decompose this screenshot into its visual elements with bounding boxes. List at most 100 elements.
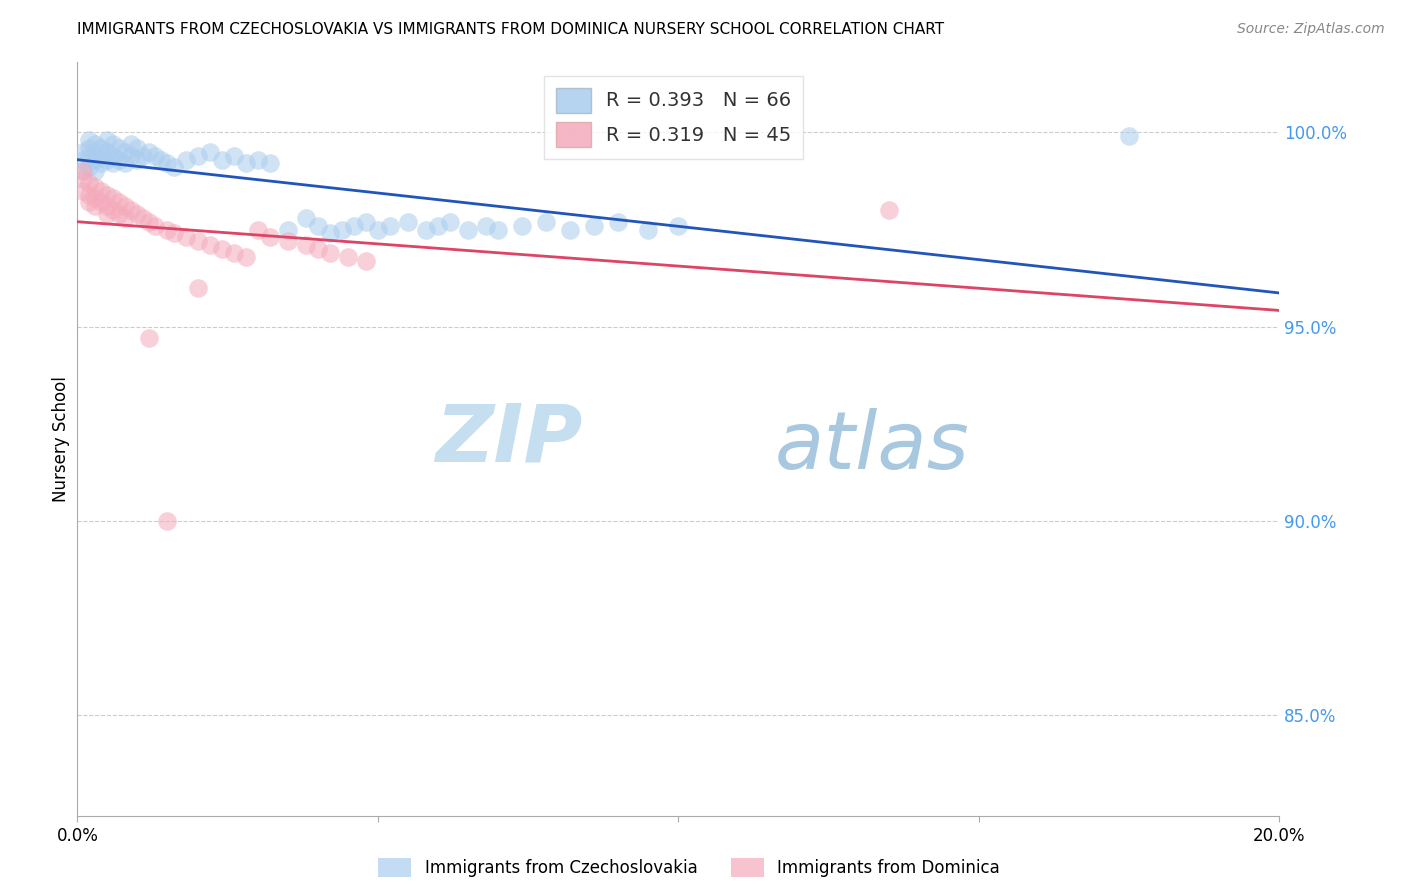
Point: [79, 133, 101, 147]
Point: [156, 222, 179, 236]
Point: [79, 141, 101, 155]
Point: [90, 156, 112, 170]
Point: [427, 219, 450, 233]
Point: [145, 149, 167, 163]
Text: Source: ZipAtlas.com: Source: ZipAtlas.com: [1237, 22, 1385, 37]
Point: [150, 153, 173, 167]
Point: [211, 242, 233, 256]
Point: [378, 219, 401, 233]
Point: [90, 141, 112, 155]
Point: [138, 331, 160, 345]
Point: [84, 199, 107, 213]
Point: [120, 149, 142, 163]
Point: [354, 253, 377, 268]
Point: [156, 156, 179, 170]
Point: [90, 195, 112, 210]
Point: [114, 145, 136, 159]
Point: [259, 230, 281, 244]
Point: [96, 199, 118, 213]
Point: [162, 227, 184, 241]
Point: [127, 141, 149, 155]
Text: IMMIGRANTS FROM CZECHOSLOVAKIA VS IMMIGRANTS FROM DOMINICA NURSERY SCHOOL CORREL: IMMIGRANTS FROM CZECHOSLOVAKIA VS IMMIGR…: [77, 22, 945, 37]
Point: [187, 234, 209, 248]
Point: [336, 250, 359, 264]
Point: [108, 153, 131, 167]
Point: [246, 153, 269, 167]
Point: [103, 136, 125, 151]
Point: [96, 207, 118, 221]
Point: [127, 207, 149, 221]
Point: [132, 149, 155, 163]
Point: [475, 219, 498, 233]
Point: [72, 172, 94, 186]
Point: [319, 245, 342, 260]
Point: [510, 219, 533, 233]
Point: [294, 211, 316, 225]
Point: [132, 211, 155, 225]
Point: [79, 176, 101, 190]
Point: [84, 179, 107, 194]
Point: [79, 187, 101, 202]
Point: [457, 222, 479, 236]
Point: [96, 133, 118, 147]
Point: [103, 191, 125, 205]
Point: [72, 184, 94, 198]
Point: [396, 215, 419, 229]
Point: [637, 222, 659, 236]
Point: [877, 203, 900, 218]
Point: [72, 145, 94, 159]
Point: [277, 222, 299, 236]
Point: [222, 149, 245, 163]
Point: [367, 222, 389, 236]
Point: [138, 145, 160, 159]
Point: [120, 136, 142, 151]
Point: [114, 211, 136, 225]
Point: [114, 156, 136, 170]
Point: [103, 156, 125, 170]
Point: [138, 215, 160, 229]
Point: [307, 219, 329, 233]
Point: [84, 153, 107, 167]
Point: [235, 156, 257, 170]
Text: ZIP: ZIP: [434, 401, 582, 478]
Point: [330, 222, 353, 236]
Point: [187, 281, 209, 295]
Point: [96, 145, 118, 159]
Point: [90, 184, 112, 198]
Point: [583, 219, 606, 233]
Point: [222, 245, 245, 260]
Point: [187, 149, 209, 163]
Point: [84, 136, 107, 151]
Point: [198, 238, 221, 252]
Point: [84, 191, 107, 205]
Point: [103, 203, 125, 218]
Legend: R = 0.393   N = 66, R = 0.319   N = 45: R = 0.393 N = 66, R = 0.319 N = 45: [544, 76, 803, 159]
Point: [486, 222, 509, 236]
Legend: Immigrants from Czechoslovakia, Immigrants from Dominica: Immigrants from Czechoslovakia, Immigran…: [371, 851, 1007, 884]
Point: [259, 156, 281, 170]
Point: [120, 203, 142, 218]
Point: [79, 149, 101, 163]
Point: [343, 219, 366, 233]
Point: [534, 215, 557, 229]
Point: [145, 219, 167, 233]
Point: [103, 149, 125, 163]
Point: [439, 215, 461, 229]
Point: [90, 149, 112, 163]
Point: [108, 141, 131, 155]
Point: [1118, 129, 1140, 144]
Point: [72, 164, 94, 178]
Point: [198, 145, 221, 159]
Point: [79, 161, 101, 175]
Point: [114, 199, 136, 213]
Point: [108, 207, 131, 221]
Point: [211, 153, 233, 167]
Point: [108, 195, 131, 210]
Point: [72, 153, 94, 167]
Point: [79, 195, 101, 210]
Y-axis label: Nursery School: Nursery School: [52, 376, 70, 502]
Point: [162, 161, 184, 175]
Point: [246, 222, 269, 236]
Point: [72, 164, 94, 178]
Point: [354, 215, 377, 229]
